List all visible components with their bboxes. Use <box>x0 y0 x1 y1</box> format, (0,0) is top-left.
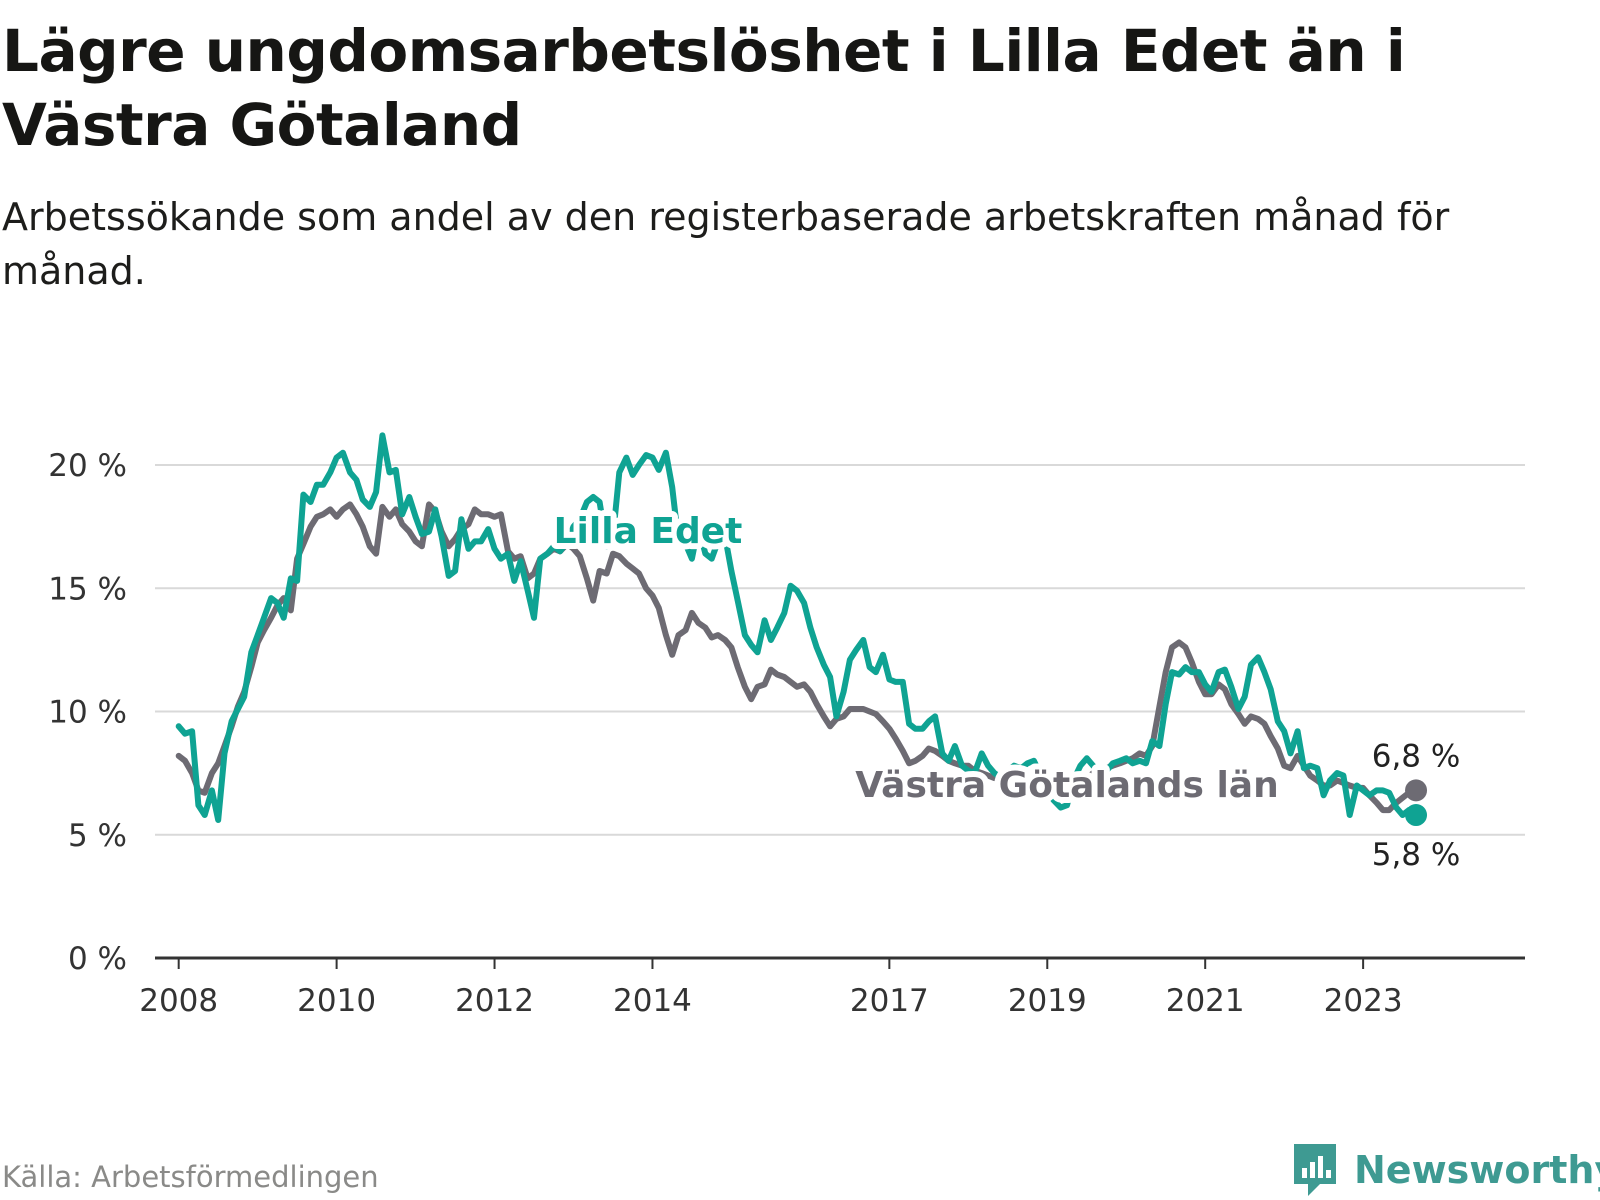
series-endpoint-vastra_gotaland <box>1405 779 1428 802</box>
series-endpoint-lilla_edet <box>1405 804 1428 827</box>
x-tick-label: 2019 <box>1008 983 1087 1019</box>
series-name-label-vastra_gotaland: Västra Götalands län <box>855 765 1278 806</box>
series-line-lilla_edet <box>175 432 1419 823</box>
x-tick-label: 2010 <box>297 983 376 1019</box>
x-tick-label: 2017 <box>850 983 929 1019</box>
y-tick-label: 15 % <box>48 571 127 607</box>
series-end-label-vastra_gotaland: 6,8 % <box>1372 738 1461 774</box>
brand-name: Newsworthy <box>1354 1148 1600 1192</box>
chart-subtitle: Arbetssökande som andel av den registerb… <box>2 195 1450 293</box>
series-line-vastra_gotaland <box>175 501 1419 814</box>
x-tick-label: 2021 <box>1166 983 1245 1019</box>
x-tick-label: 2012 <box>455 983 534 1019</box>
newsworthy-logo-icon <box>1294 1144 1336 1196</box>
series-end-label-lilla_edet: 5,8 % <box>1372 837 1461 873</box>
axes: 0 % 5 % 10 % 15 % 20 % 2008 2010 2012 2014 2017 20… <box>48 448 1525 1019</box>
y-tick-label: 10 % <box>48 695 127 731</box>
y-tick-label: 5 % <box>68 818 127 854</box>
series-name-label-lilla_edet: Lilla Edet <box>554 511 743 552</box>
series-lines <box>175 432 1428 827</box>
series-name-halo-vastra_gotaland: Västra Götalands län <box>855 765 1278 806</box>
y-tick-label: 20 % <box>48 448 127 484</box>
source-note: Källa: Arbetsförmedlingen <box>2 1160 379 1194</box>
chart-title: Lägre ungdomsarbetslöshet i Lilla Edet ä… <box>2 17 1406 159</box>
series-name-halo-lilla_edet: Lilla Edet <box>554 511 743 552</box>
x-tick-label: 2014 <box>613 983 692 1019</box>
x-tick-label: 2008 <box>139 983 218 1019</box>
y-tick-label: 0 % <box>68 941 127 977</box>
x-tick-label: 2023 <box>1324 983 1403 1019</box>
brand-logo: Newsworthy <box>1290 1140 1600 1200</box>
